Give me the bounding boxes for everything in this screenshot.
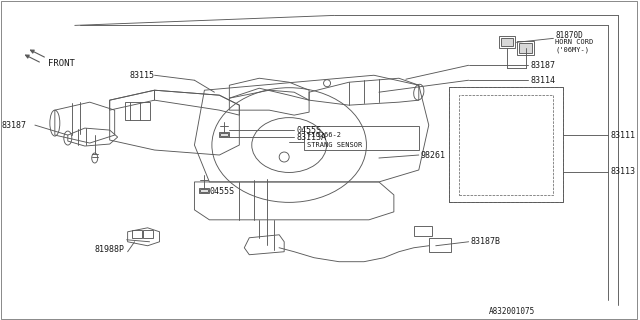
Text: 0455S: 0455S [296, 125, 321, 135]
Text: HORN CORD: HORN CORD [556, 39, 594, 45]
Text: 83113: 83113 [611, 167, 636, 176]
Text: 0455S: 0455S [209, 188, 234, 196]
Bar [459, 95, 554, 195]
Text: 98261: 98261 [420, 150, 446, 159]
Bar [500, 38, 513, 46]
Bar [429, 238, 451, 252]
Bar [200, 188, 209, 193]
Bar [499, 36, 515, 48]
Bar [220, 132, 229, 137]
Text: 83187: 83187 [2, 121, 27, 130]
Bar [143, 230, 152, 238]
Text: 83114: 83114 [531, 76, 556, 85]
Text: 81988P: 81988P [95, 245, 125, 254]
Text: FIG266-2: FIG266-2 [307, 132, 341, 138]
Text: 83113A: 83113A [296, 132, 326, 141]
Text: 83111: 83111 [611, 131, 636, 140]
Bar [304, 126, 419, 150]
Bar [516, 41, 534, 55]
Bar [414, 226, 432, 236]
Text: STRANG SENSOR: STRANG SENSOR [307, 142, 362, 148]
Bar [200, 189, 209, 192]
Bar [125, 102, 150, 120]
Bar [220, 133, 228, 136]
Text: FRONT: FRONT [48, 59, 75, 68]
Text: ('06MY-): ('06MY-) [556, 46, 589, 52]
Text: 81870D: 81870D [556, 31, 583, 40]
Text: 83187B: 83187B [470, 237, 500, 246]
Bar [132, 230, 141, 238]
Text: 83187: 83187 [531, 61, 556, 70]
Text: A832001075: A832001075 [488, 307, 535, 316]
Text: 83115: 83115 [130, 71, 155, 80]
Bar [449, 87, 563, 202]
Bar [518, 43, 532, 53]
